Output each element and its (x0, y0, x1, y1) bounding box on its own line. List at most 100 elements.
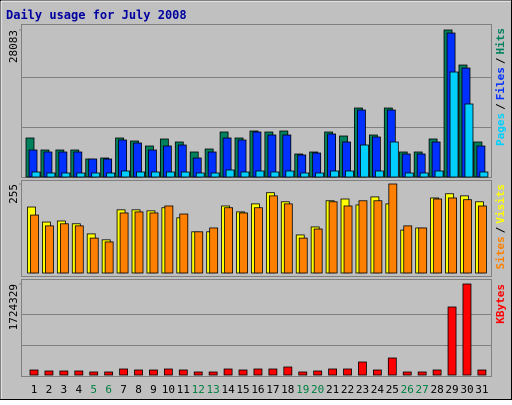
bar (360, 144, 369, 178)
bar (448, 197, 457, 274)
legend-entry: Pages (494, 113, 507, 146)
bar (179, 213, 189, 274)
legend-entry: Visits (494, 184, 507, 224)
bar (300, 172, 310, 178)
bar (477, 205, 487, 274)
bar (464, 103, 474, 178)
bar (327, 133, 337, 178)
bar (165, 171, 175, 178)
bar (31, 171, 41, 178)
bar (449, 71, 459, 178)
legend-entry: Hits (494, 28, 507, 55)
bar (61, 172, 71, 178)
x-tick-label: 13 (207, 383, 220, 396)
legend: Pages / Files / Hits (494, 28, 507, 146)
bar (121, 170, 130, 178)
bar (89, 237, 99, 274)
bar (254, 207, 263, 274)
bar (163, 368, 173, 376)
bar (253, 368, 263, 376)
bar (104, 241, 114, 274)
bar (237, 139, 247, 178)
bar (195, 172, 205, 178)
bar (477, 369, 487, 376)
x-tick-label: 8 (135, 383, 142, 396)
x-tick-label: 12 (192, 383, 205, 396)
bar (45, 225, 54, 274)
legend-separator: / (494, 57, 507, 64)
bar (59, 370, 69, 376)
bar (209, 227, 219, 274)
bar (74, 370, 84, 376)
x-tick-label: 25 (386, 383, 399, 396)
bar (479, 171, 489, 178)
x-tick-label: 7 (120, 383, 127, 396)
x-tick-label: 4 (75, 383, 82, 396)
bar (268, 195, 278, 274)
x-tick-label: 20 (311, 383, 324, 396)
x-tick-label: 16 (251, 383, 264, 396)
x-tick-label: 10 (162, 383, 175, 396)
x-tick-label: 14 (221, 383, 235, 396)
x-tick-label: 3 (61, 383, 68, 396)
bar (372, 369, 382, 376)
bar (193, 371, 203, 376)
legend-separator: / (494, 226, 507, 233)
bar (389, 141, 399, 178)
bar (240, 171, 250, 178)
x-tick-label: 19 (296, 383, 309, 396)
bar (119, 212, 129, 274)
bar (44, 370, 54, 376)
bar (149, 369, 158, 376)
bar (388, 183, 398, 274)
legend: KBytes (494, 284, 507, 324)
x-tick-label: 22 (341, 383, 354, 396)
y-tick-label: 255 (7, 184, 20, 204)
bar (404, 172, 414, 178)
bar (119, 368, 128, 376)
bar (208, 371, 218, 376)
bar (270, 171, 280, 178)
bar (417, 371, 427, 376)
bar (136, 171, 145, 178)
x-tick-label: 1 (31, 383, 38, 396)
bar (74, 225, 84, 274)
bar (149, 212, 159, 274)
bar (180, 171, 190, 178)
bar (313, 228, 323, 274)
bar (91, 172, 101, 178)
bar (224, 207, 233, 274)
bar (239, 212, 248, 274)
bar (402, 371, 412, 376)
bar (267, 134, 277, 178)
bar (358, 361, 367, 376)
bar (134, 369, 143, 376)
x-tick-label: 2 (46, 383, 53, 396)
bar (313, 370, 323, 376)
bar (298, 237, 308, 274)
bar (223, 368, 233, 376)
x-tick-label: 24 (371, 383, 385, 396)
bar (403, 225, 413, 274)
bar (106, 172, 116, 178)
x-tick-label: 30 (460, 383, 473, 396)
x-tick-label: 15 (236, 383, 249, 396)
bar (194, 231, 204, 274)
bar (419, 172, 429, 178)
x-tick-label: 11 (177, 383, 190, 396)
x-tick-label: 23 (356, 383, 369, 396)
x-tick-label: 21 (326, 383, 339, 396)
bar (29, 369, 39, 376)
bar (343, 368, 352, 376)
bar (315, 172, 325, 178)
bar (463, 199, 472, 274)
bar (285, 170, 295, 178)
bar (374, 170, 384, 178)
bar (46, 172, 56, 178)
y-tick-label: 1724329 (7, 284, 20, 330)
bar (434, 170, 444, 178)
bar (104, 371, 114, 376)
